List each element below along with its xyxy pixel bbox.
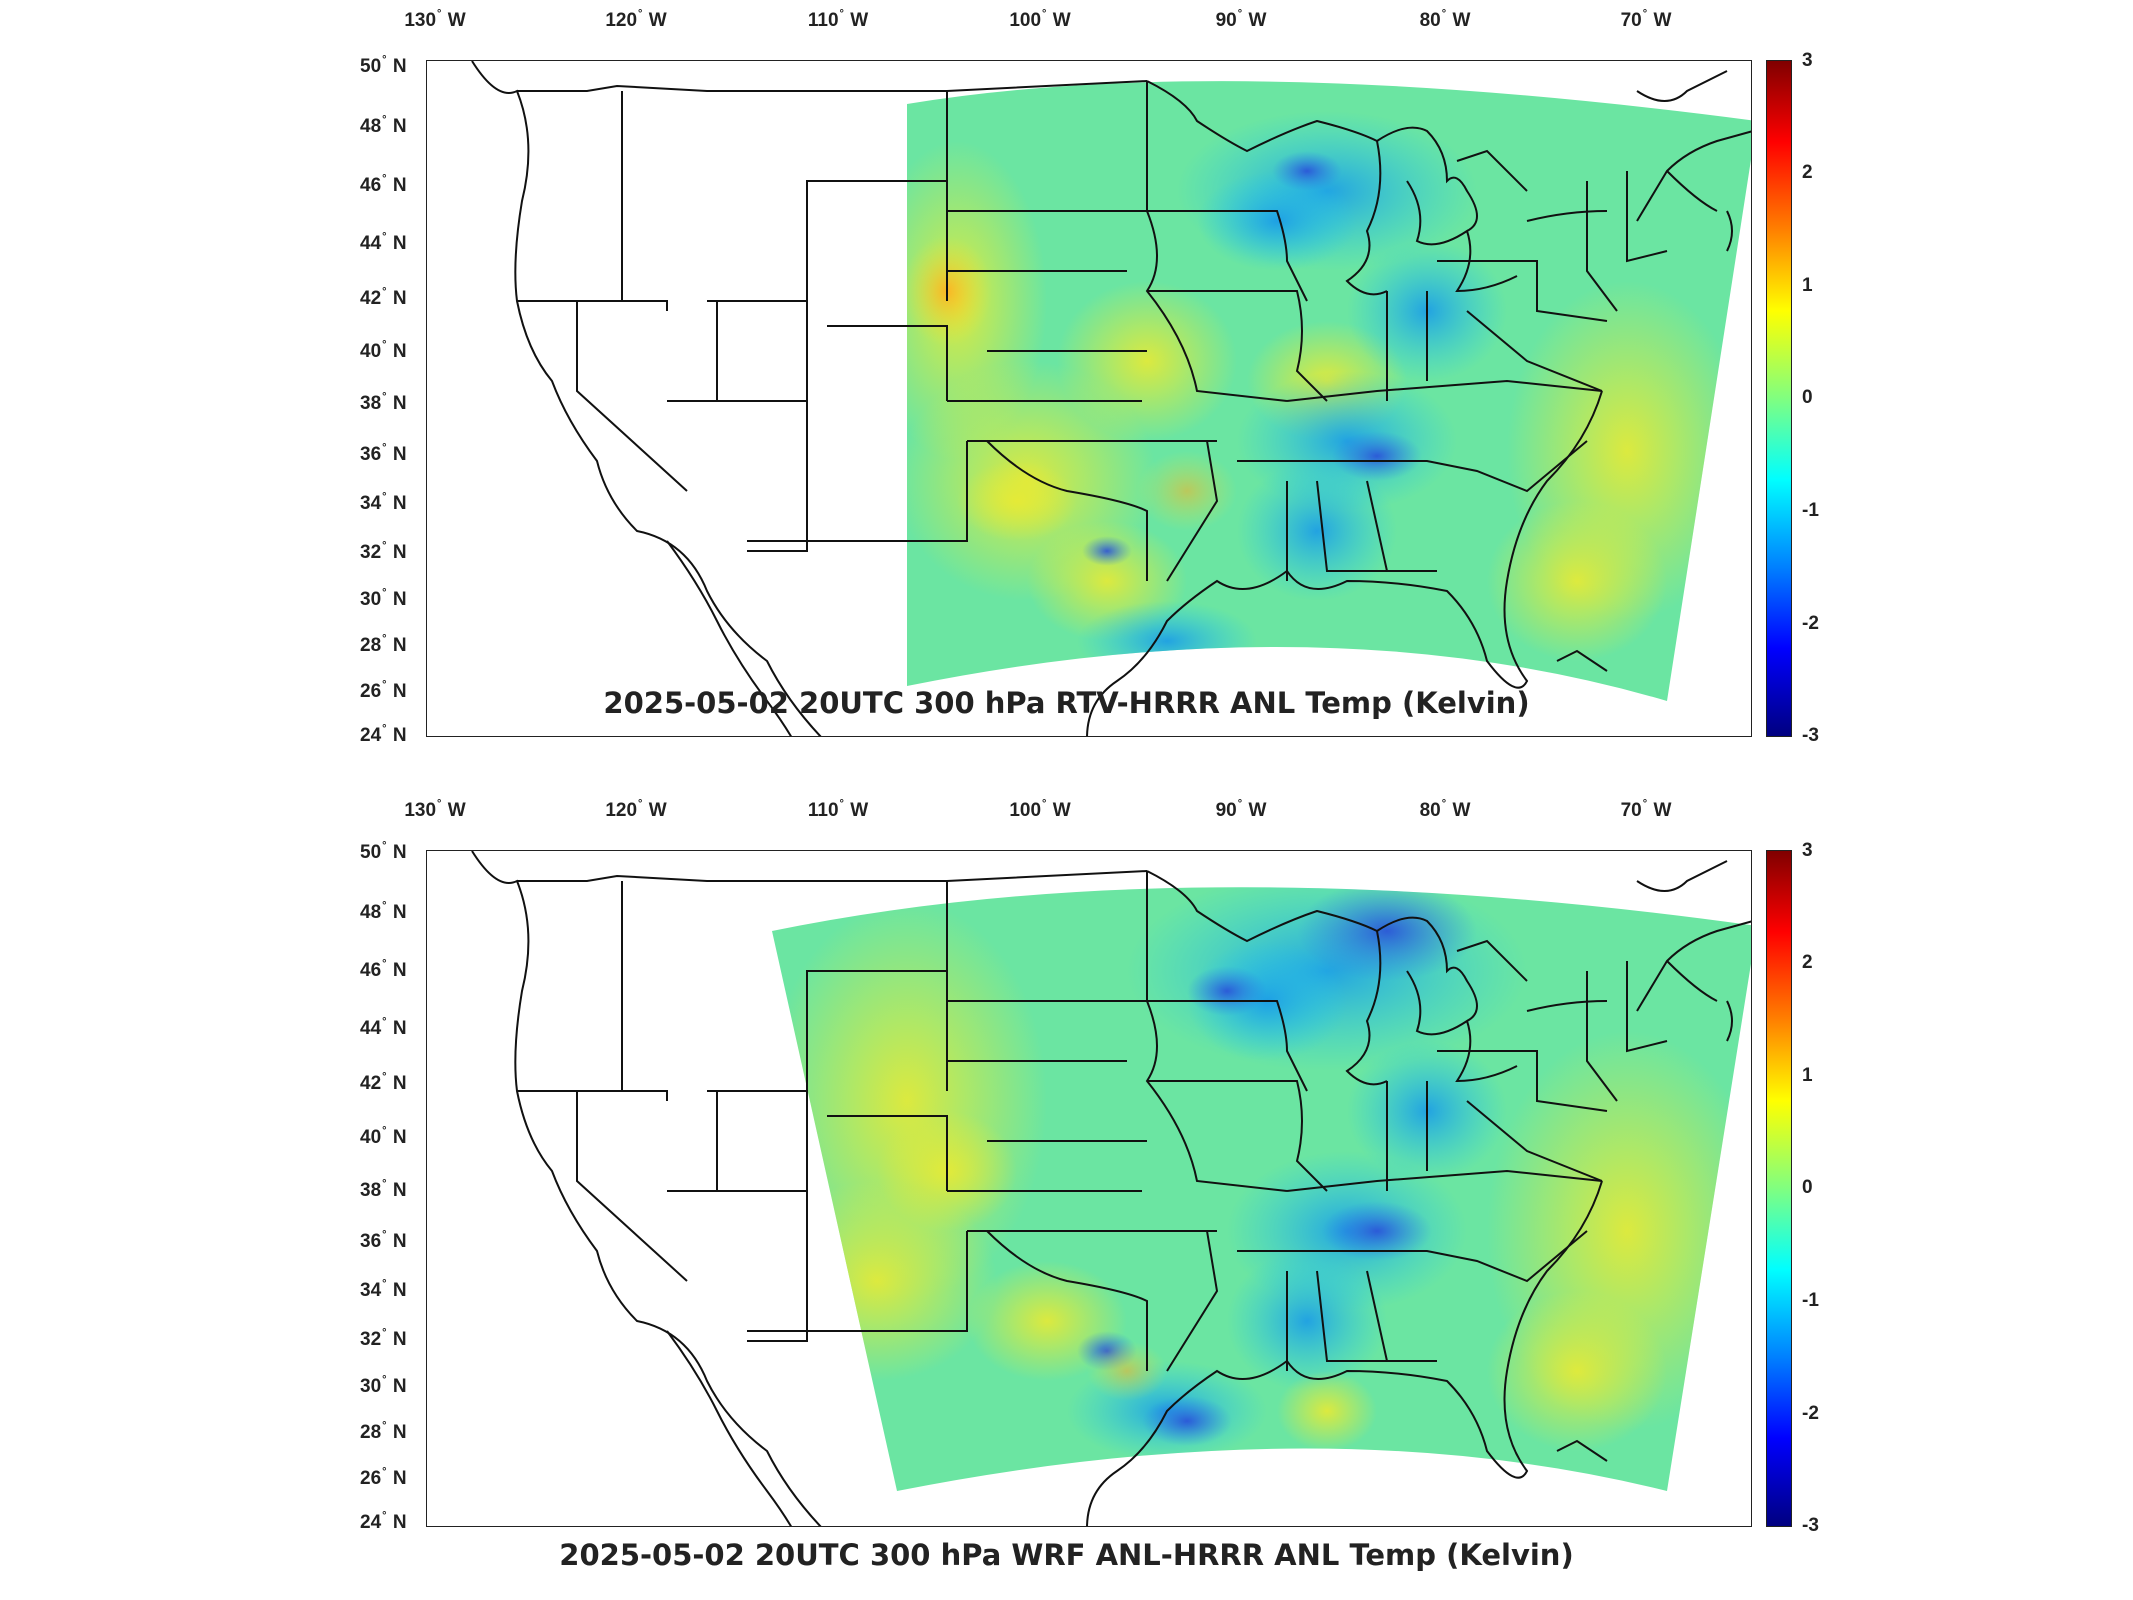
- colorbar: [1766, 60, 1792, 737]
- colorbar-tick: 1: [1802, 275, 1813, 296]
- lat-label: 32° N: [360, 1327, 407, 1350]
- lat-label: 38° N: [360, 391, 407, 414]
- colorbar-tick: 2: [1802, 952, 1813, 973]
- colorbar-tick: -3: [1802, 725, 1819, 746]
- colorbar-tick: 1: [1802, 1065, 1813, 1086]
- lat-label: 44° N: [360, 231, 407, 254]
- lat-label: 48° N: [360, 900, 407, 923]
- colorbar-tick: 3: [1802, 840, 1813, 861]
- lat-label: 34° N: [360, 1278, 407, 1301]
- lon-label: 110° W: [807, 798, 869, 821]
- colorbar-tick: 0: [1802, 1177, 1813, 1198]
- colorbar-tick: -2: [1802, 613, 1819, 634]
- map-panel-rtv: 130° W 120° W 110° W 100° W 90° W 80° W …: [0, 0, 2133, 790]
- colorbar-tick: 0: [1802, 387, 1813, 408]
- lat-label: 32° N: [360, 540, 407, 563]
- colorbar-tick: 3: [1802, 50, 1813, 71]
- lat-label: 30° N: [360, 1374, 407, 1397]
- colorbar-tick: -1: [1802, 1290, 1819, 1311]
- lat-label: 26° N: [360, 1466, 407, 1489]
- lon-label: 100° W: [1009, 798, 1071, 821]
- lat-label: 24° N: [360, 1510, 407, 1533]
- lon-label: 110° W: [807, 8, 869, 31]
- lat-label: 42° N: [360, 1071, 407, 1094]
- lat-label: 46° N: [360, 173, 407, 196]
- lat-label: 28° N: [360, 633, 407, 656]
- map-panel-wrf: 130° W 120° W 110° W 100° W 90° W 80° W …: [0, 790, 2133, 1600]
- lon-label: 80° W: [1419, 798, 1471, 821]
- lon-label: 120° W: [605, 798, 667, 821]
- colorbar-tick: 2: [1802, 162, 1813, 183]
- temperature-field: [907, 81, 1751, 701]
- lat-label: 36° N: [360, 1229, 407, 1252]
- map-canvas: [471, 61, 1751, 736]
- panel-title: 2025-05-02 20UTC 300 hPa WRF ANL-HRRR AN…: [559, 1538, 1574, 1572]
- lat-label: 40° N: [360, 339, 407, 362]
- lon-label: 120° W: [605, 8, 667, 31]
- map-canvas: [471, 851, 1751, 1526]
- colorbar-tick: -3: [1802, 1515, 1819, 1536]
- lat-label: 48° N: [360, 114, 407, 137]
- lon-label: 100° W: [1009, 8, 1071, 31]
- lon-label: 130° W: [404, 798, 466, 821]
- map-frame: [426, 60, 1752, 737]
- lat-label: 44° N: [360, 1016, 407, 1039]
- lat-label: 24° N: [360, 723, 407, 746]
- lon-label: 90° W: [1215, 798, 1267, 821]
- lat-label: 34° N: [360, 491, 407, 514]
- temperature-field: [772, 887, 1751, 1491]
- lat-label: 26° N: [360, 679, 407, 702]
- lat-label: 30° N: [360, 587, 407, 610]
- colorbar-tick: -1: [1802, 500, 1819, 521]
- map-frame: [426, 850, 1752, 1527]
- panel-title: 2025-05-02 20UTC 300 hPa RTV-HRRR ANL Te…: [603, 686, 1530, 720]
- lat-label: 42° N: [360, 286, 407, 309]
- coastline-and-borders: [471, 851, 1751, 1526]
- colorbar: [1766, 850, 1792, 1527]
- lon-label: 130° W: [404, 8, 466, 31]
- lon-label: 70° W: [1620, 798, 1672, 821]
- colorbar-tick: -2: [1802, 1403, 1819, 1424]
- lat-label: 50° N: [360, 840, 407, 863]
- lat-label: 40° N: [360, 1125, 407, 1148]
- lat-label: 28° N: [360, 1420, 407, 1443]
- lat-label: 50° N: [360, 54, 407, 77]
- lon-label: 80° W: [1419, 8, 1471, 31]
- lat-label: 38° N: [360, 1178, 407, 1201]
- lat-label: 36° N: [360, 442, 407, 465]
- coastline-and-borders: [471, 61, 1751, 736]
- lon-label: 70° W: [1620, 8, 1672, 31]
- lat-label: 46° N: [360, 958, 407, 981]
- lon-label: 90° W: [1215, 8, 1267, 31]
